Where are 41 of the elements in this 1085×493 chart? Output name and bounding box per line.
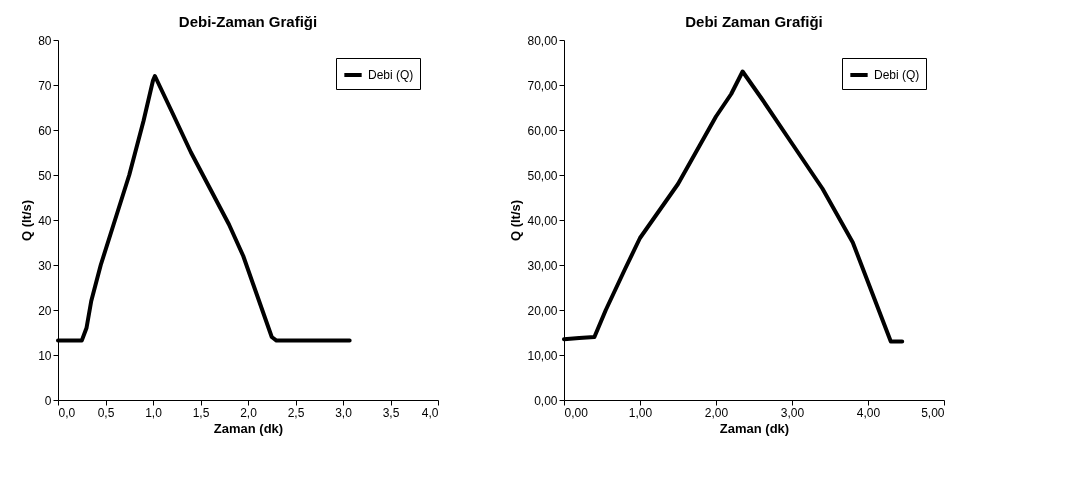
x-tick-label: 0,00: [564, 405, 589, 420]
y-tick-label: 0,00: [534, 393, 558, 408]
x-axis-title: Zaman (dk): [213, 420, 284, 436]
x-tick-label: 1,5: [192, 405, 210, 420]
x-tick-label: 3,0: [335, 405, 353, 420]
y-tick-label: 80: [38, 33, 52, 48]
x-tick-label: 0,5: [97, 405, 115, 420]
y-tick-label: 50,00: [527, 168, 558, 183]
x-tick-label: 1,0: [145, 405, 163, 420]
chart-title: Debi-Zaman Grafiği: [178, 13, 318, 30]
x-tick-label: 1,00: [628, 405, 653, 420]
x-tick-label: 2,00: [704, 405, 729, 420]
x-tick-label: 3,00: [780, 405, 805, 420]
y-axis-title: Q (lt/s): [19, 199, 35, 242]
y-axis-title: Q (lt/s): [508, 199, 524, 242]
y-tick-label: 40,00: [527, 213, 558, 228]
y-tick-label: 30,00: [527, 258, 558, 273]
y-tick-label: 10,00: [527, 348, 558, 363]
y-tick-label: 60,00: [527, 123, 558, 138]
chart-title: Debi Zaman Grafiği: [685, 13, 823, 30]
y-tick-label: 0: [44, 393, 52, 408]
x-tick-label: 2,5: [287, 405, 305, 420]
y-tick-label: 40: [38, 213, 52, 228]
y-tick-label: 50: [38, 168, 52, 183]
y-tick-label: 60: [38, 123, 52, 138]
x-tick-label: 4,0: [421, 405, 439, 420]
y-tick-label: 20: [38, 303, 52, 318]
y-tick-label: 10: [38, 348, 52, 363]
x-tick-label: 3,5: [382, 405, 400, 420]
x-tick-label: 4,00: [856, 405, 881, 420]
x-tick-label: 5,00: [921, 405, 945, 420]
y-tick-label: 70: [38, 78, 52, 93]
x-axis-title: Zaman (dk): [719, 420, 790, 436]
y-tick-label: 70,00: [527, 78, 558, 93]
y-tick-label: 80,00: [527, 33, 558, 48]
x-tick-label: 2,0: [240, 405, 258, 420]
y-tick-label: 30: [38, 258, 52, 273]
legend-label: Debi (Q): [368, 68, 414, 82]
y-tick-label: 20,00: [527, 303, 558, 318]
legend-label: Debi (Q): [874, 68, 920, 82]
x-tick-label: 0,0: [58, 405, 76, 420]
